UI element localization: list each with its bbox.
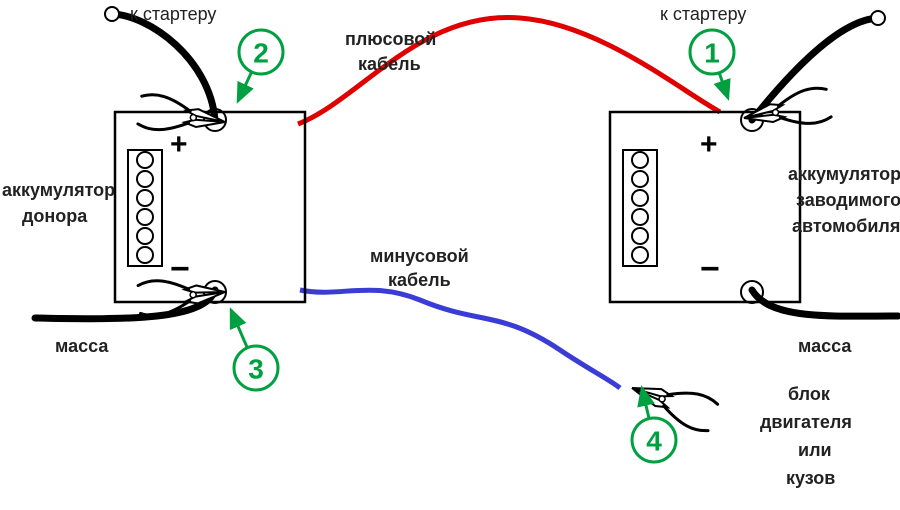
label-pos-1: плюсовой [345, 29, 436, 49]
plus-symbol: + [700, 128, 718, 161]
label-block-4: кузов [786, 468, 835, 488]
label-recip-1: аккумулятор [788, 164, 900, 184]
label-recip-2: заводимого [796, 190, 900, 210]
label-starter-left: к стартеру [130, 4, 216, 24]
step-arrow-1 [719, 73, 728, 98]
label-neg-2: кабель [388, 270, 451, 290]
label-recip-3: автомобиля [792, 216, 900, 236]
step-arrow-2 [238, 72, 252, 101]
label-block-2: двигателя [760, 412, 852, 432]
ground-cable-left [35, 290, 215, 319]
clamp-1 [741, 86, 832, 135]
label-starter-right: к стартеру [660, 4, 746, 24]
label-block-1: блок [788, 384, 831, 404]
plus-symbol: + [170, 128, 188, 161]
label-pos-2: кабель [358, 54, 421, 74]
label-donor-2: донора [22, 206, 88, 226]
label-ground-left: масса [55, 336, 109, 356]
battery-recipient: + − [610, 109, 800, 303]
negative-cable [300, 290, 620, 388]
step-number-4: 4 [646, 426, 662, 457]
label-block-3: или [798, 440, 832, 460]
label-donor-1: аккумулятор [2, 180, 115, 200]
step-number-3: 3 [248, 354, 264, 385]
jumpstart-diagram: к стартеру к стартеру масса масса плюсов… [0, 0, 900, 510]
step-arrow-3 [231, 310, 247, 348]
step-number-2: 2 [253, 38, 269, 69]
step-number-1: 1 [704, 38, 720, 69]
label-neg-1: минусовой [370, 246, 469, 266]
label-ground-right: масса [798, 336, 852, 356]
minus-symbol: − [700, 250, 720, 288]
battery-donor: + − [115, 109, 305, 303]
starter-cable-left [112, 14, 215, 120]
